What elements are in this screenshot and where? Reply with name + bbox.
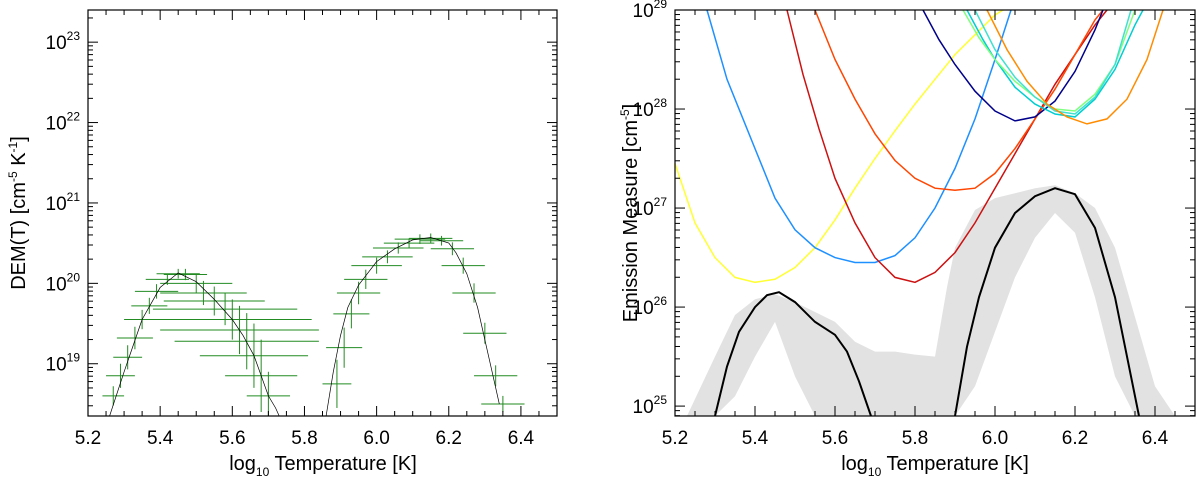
dem-x-tick-label: 6.4 — [508, 428, 535, 449]
em-loci-chart: 5.2 5.4 5.6 5.8 6.0 6.2 6.4 102510261027102810… — [618, 0, 1196, 477]
em-x-tick-label: 5.4 — [742, 428, 769, 449]
dem-x-tick-label: 6.0 — [363, 428, 389, 449]
em-y-tick-label: 1028 — [633, 96, 668, 121]
dem-y-tick-label: 1022 — [46, 110, 81, 135]
dem-y-axis-title: DEM(T) [cm-5 K-1] — [6, 136, 30, 290]
dem-x-tick-label: 5.8 — [291, 428, 317, 449]
em-y-axis-title: Emission Measure [cm-5] — [618, 104, 642, 323]
em-locus-curve — [786, 9, 1108, 284]
em-y-tick-label: 1025 — [633, 393, 668, 418]
em-y-tick-label: 1029 — [633, 0, 668, 22]
em-loci-curves — [674, 9, 1164, 284]
em-x-axis-title: log10 Temperature [K] — [841, 453, 1029, 477]
em-x-tick-label: 5.2 — [662, 428, 688, 449]
dem-x-tick-label: 6.2 — [436, 428, 462, 449]
dem-y-axis: 1019 1020 1021 1022 1023 — [46, 17, 557, 407]
dem-error-bars — [102, 233, 525, 416]
em-x-tick-label: 5.8 — [902, 428, 928, 449]
dem-y-tick-label: 1023 — [46, 29, 81, 54]
dem-y-tick-label: 1021 — [46, 190, 81, 215]
dem-y-tick-label: 1019 — [46, 351, 81, 376]
dem-x-tick-label: 5.6 — [219, 428, 245, 449]
em-locus-curve — [962, 9, 1136, 112]
dem-x-tick-label: 5.4 — [147, 428, 174, 449]
dem-y-tick-label: 1020 — [46, 270, 81, 295]
dem-chart: 5.2 5.4 5.6 5.8 6.0 6.2 6.4 101910201021102210… — [6, 9, 558, 477]
em-locus-curve — [706, 9, 1012, 264]
em-x-tick-label: 5.6 — [822, 428, 848, 449]
dem-plot-frame — [87, 9, 558, 417]
em-y-tick-label: 1026 — [633, 294, 668, 319]
em-x-tick-label: 6.4 — [1142, 428, 1169, 449]
em-y-tick-label: 1027 — [633, 195, 668, 220]
em-locus-curve — [814, 9, 1104, 191]
em-curve — [714, 187, 1140, 417]
dem-x-tick-label: 5.2 — [75, 428, 101, 449]
dem-x-axis-title: log10 Temperature [K] — [229, 453, 417, 477]
em-locus-curve — [986, 9, 1164, 125]
dem-x-axis: 5.2 5.4 5.6 5.8 6.0 6.2 6.4 — [75, 10, 558, 449]
em-locus-curve — [922, 9, 1104, 122]
em-x-tick-label: 6.0 — [982, 428, 1008, 449]
em-y-axis: 1025 1026 1027 1028 1029 — [633, 0, 1195, 418]
em-locus-curve — [674, 9, 1004, 284]
em-locus-curve — [974, 9, 1132, 115]
em-x-axis: 5.2 5.4 5.6 5.8 6.0 6.2 6.4 — [662, 10, 1196, 449]
em-uncertainty-band — [687, 185, 1175, 416]
em-x-tick-label: 6.2 — [1062, 428, 1088, 449]
dem-curve — [109, 237, 500, 417]
